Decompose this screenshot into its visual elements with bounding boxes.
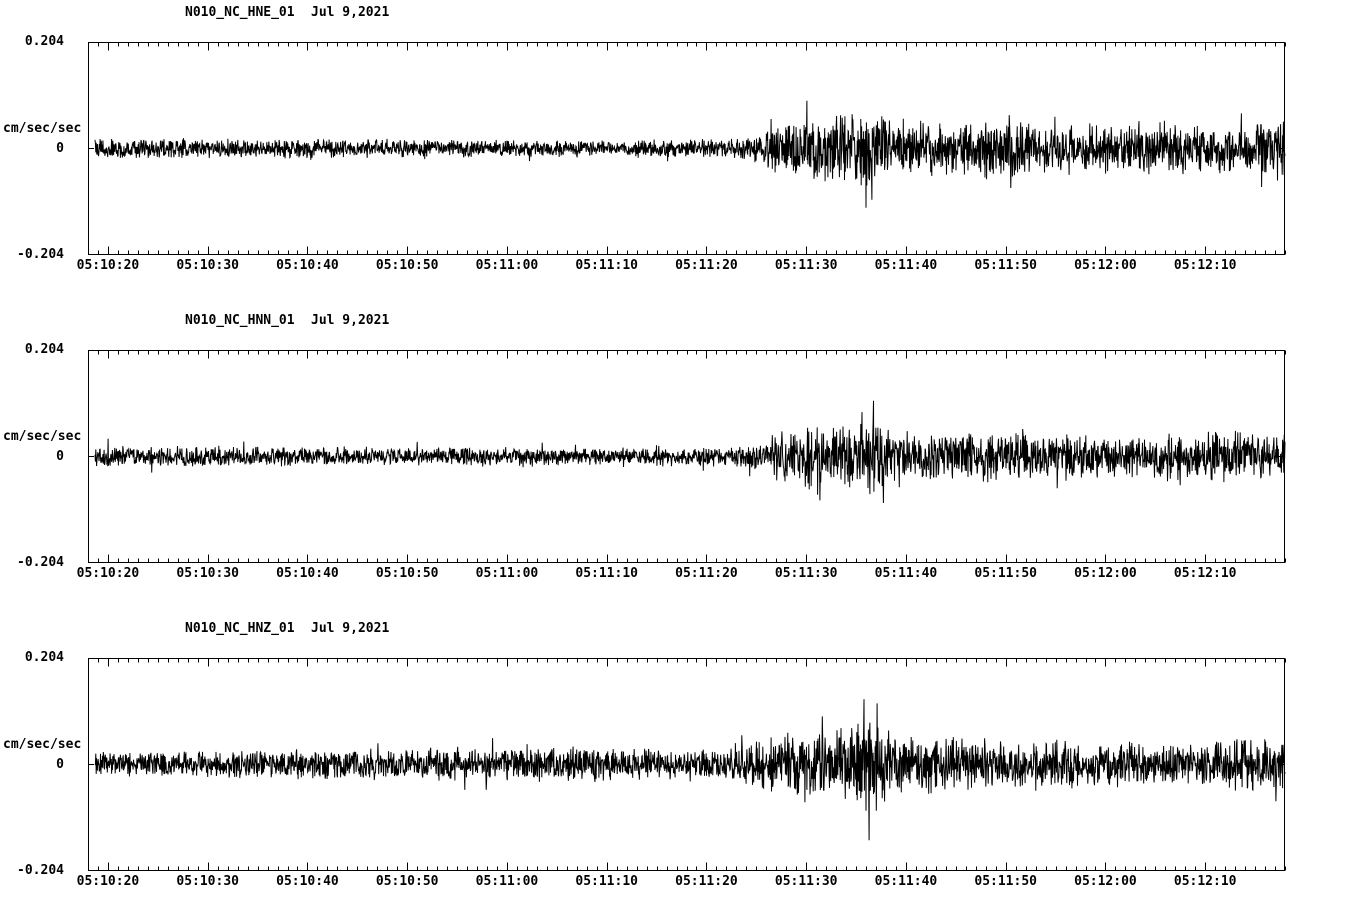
y-axis-zero-label: 0 <box>56 757 64 772</box>
x-axis-tick-label: 05:10:30 <box>176 874 239 889</box>
waveform-plot <box>88 350 1286 563</box>
x-axis-tick-label: 05:10:40 <box>276 258 339 273</box>
waveform-plot <box>88 658 1286 871</box>
trace-date-label: Jul 9,2021 <box>311 313 390 328</box>
x-axis-tick-label: 05:11:30 <box>774 566 838 581</box>
x-axis-tick-label: 05:10:20 <box>76 874 140 889</box>
x-axis-tick-label: 05:11:00 <box>475 566 539 581</box>
x-axis-tick-label: 05:10:20 <box>76 566 140 581</box>
x-axis-tick-label: 05:11:30 <box>774 874 838 889</box>
y-axis-max-label: 0.204 <box>24 342 64 357</box>
x-axis-tick-label: 05:12:00 <box>1074 874 1137 889</box>
x-axis-tick-label: 05:11:10 <box>575 258 638 273</box>
x-axis-tick-label: 05:11:00 <box>475 874 539 889</box>
seismogram-panel-hnz: N010_NC_HNZ_01 Jul 9,2021 0.204 0 -0.204… <box>0 616 1358 924</box>
y-axis-max-label: 0.204 <box>24 34 64 49</box>
trace-title: N010_NC_HNZ_01 <box>185 621 295 636</box>
x-axis-tick-label: 05:11:40 <box>874 258 938 273</box>
trace-title: N010_NC_HNE_01 <box>185 5 295 20</box>
x-axis-tick-label: 05:12:00 <box>1074 258 1137 273</box>
trace-title: N010_NC_HNN_01 <box>185 313 295 328</box>
x-axis-tick-label: 05:12:00 <box>1074 566 1137 581</box>
y-axis-unit-label: cm/sec/sec <box>3 429 82 444</box>
y-axis-unit-label: cm/sec/sec <box>3 737 82 752</box>
x-axis-tick-label: 05:11:20 <box>675 258 738 273</box>
x-axis-tick-label: 05:11:50 <box>974 566 1037 581</box>
y-axis-min-label: -0.204 <box>17 863 64 878</box>
waveform-trace <box>94 400 1286 504</box>
x-axis-tick-label: 05:10:50 <box>375 258 439 273</box>
x-axis-tick-label: 05:12:10 <box>1173 258 1237 273</box>
x-axis-tick-label: 05:12:10 <box>1173 874 1237 889</box>
x-axis-tick-label: 05:10:20 <box>76 258 140 273</box>
x-axis-tick-label: 05:10:30 <box>176 258 239 273</box>
x-axis-tick-label: 05:11:40 <box>874 566 938 581</box>
x-axis-tick-label: 05:11:50 <box>974 874 1037 889</box>
x-axis-tick-label: 05:11:40 <box>874 874 938 889</box>
waveform-trace <box>94 699 1286 841</box>
y-axis-max-label: 0.204 <box>24 650 64 665</box>
y-axis-zero-label: 0 <box>56 141 64 156</box>
y-axis-unit-label: cm/sec/sec <box>3 121 82 136</box>
x-axis-tick-label: 05:11:20 <box>675 566 738 581</box>
trace-date-label: Jul 9,2021 <box>311 621 390 636</box>
x-axis-tick-label: 05:10:50 <box>375 566 439 581</box>
trace-date-label: Jul 9,2021 <box>311 5 390 20</box>
x-axis-tick-label: 05:11:20 <box>675 874 738 889</box>
x-axis-tick-label: 05:10:40 <box>276 874 339 889</box>
x-axis-tick-label: 05:10:50 <box>375 874 439 889</box>
x-axis-tick-label: 05:10:40 <box>276 566 339 581</box>
x-axis-tick-label: 05:11:50 <box>974 258 1037 273</box>
waveform-trace <box>94 100 1286 208</box>
y-axis-min-label: -0.204 <box>17 555 64 570</box>
x-axis-tick-label: 05:10:30 <box>176 566 239 581</box>
x-axis-tick-label: 05:11:10 <box>575 874 638 889</box>
x-axis-tick-label: 05:11:10 <box>575 566 638 581</box>
waveform-plot <box>88 42 1286 255</box>
x-axis-tick-label: 05:11:30 <box>774 258 838 273</box>
x-axis-tick-label: 05:11:00 <box>475 258 539 273</box>
y-axis-min-label: -0.204 <box>17 247 64 262</box>
seismogram-panel-hnn: N010_NC_HNN_01 Jul 9,2021 0.204 0 -0.204… <box>0 308 1358 616</box>
x-axis-tick-label: 05:12:10 <box>1173 566 1237 581</box>
y-axis-zero-label: 0 <box>56 449 64 464</box>
seismogram-panel-hne: N010_NC_HNE_01 Jul 9,2021 0.204 0 -0.204… <box>0 0 1358 308</box>
